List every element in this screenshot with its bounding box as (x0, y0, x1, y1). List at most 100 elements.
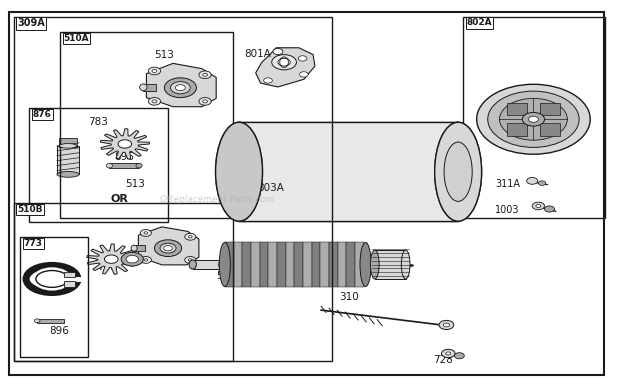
Circle shape (536, 205, 541, 208)
Text: 783: 783 (88, 117, 108, 127)
Circle shape (121, 252, 143, 266)
Bar (251, 242, 260, 286)
Polygon shape (100, 129, 149, 159)
Ellipse shape (37, 271, 68, 287)
Ellipse shape (136, 164, 142, 168)
Text: 896: 896 (114, 152, 134, 162)
Text: 896: 896 (50, 326, 69, 336)
Text: 728: 728 (433, 355, 453, 365)
Circle shape (273, 49, 283, 55)
Circle shape (126, 255, 138, 263)
Ellipse shape (106, 164, 112, 168)
Ellipse shape (216, 122, 262, 221)
Text: 773: 773 (24, 239, 43, 248)
Bar (540, 123, 560, 136)
Circle shape (477, 84, 590, 154)
Bar (37, 319, 64, 322)
Bar (286, 242, 294, 286)
Circle shape (160, 243, 176, 253)
Polygon shape (146, 63, 216, 107)
Bar (14, 16, 332, 361)
Text: 801A: 801A (244, 49, 271, 59)
Text: OR: OR (111, 194, 129, 204)
Ellipse shape (401, 250, 410, 279)
Circle shape (443, 323, 449, 327)
Bar (64, 281, 75, 286)
Bar (20, 237, 88, 357)
Ellipse shape (444, 142, 472, 201)
Circle shape (500, 98, 567, 140)
Bar (338, 242, 347, 286)
Bar (225, 242, 234, 286)
Bar (65, 276, 84, 282)
Ellipse shape (445, 144, 471, 199)
Ellipse shape (57, 172, 79, 177)
Ellipse shape (131, 245, 137, 251)
Circle shape (170, 82, 190, 94)
Bar (239, 122, 458, 221)
Circle shape (175, 85, 185, 91)
Ellipse shape (371, 250, 379, 279)
Circle shape (526, 177, 538, 184)
Circle shape (152, 100, 157, 103)
Circle shape (140, 229, 151, 236)
Circle shape (441, 349, 455, 358)
Bar (540, 103, 560, 115)
Circle shape (532, 202, 544, 210)
Text: 513: 513 (154, 51, 174, 61)
Bar (134, 245, 145, 251)
Bar (260, 242, 268, 286)
Ellipse shape (360, 242, 371, 286)
Polygon shape (255, 48, 315, 87)
Circle shape (199, 98, 211, 105)
Text: 311A: 311A (495, 179, 520, 189)
Bar (29, 108, 168, 222)
Bar (355, 242, 364, 286)
Circle shape (299, 72, 308, 77)
Bar (268, 242, 277, 286)
Circle shape (144, 232, 148, 234)
Circle shape (188, 236, 192, 238)
Polygon shape (138, 227, 199, 265)
Bar (60, 32, 233, 218)
Bar (329, 242, 338, 286)
Ellipse shape (219, 242, 231, 286)
Circle shape (544, 206, 554, 212)
Text: OReplacement Parts.com: OReplacement Parts.com (160, 195, 275, 205)
Bar (321, 242, 329, 286)
Circle shape (140, 257, 151, 264)
Circle shape (439, 321, 454, 329)
Circle shape (185, 257, 196, 264)
Bar (234, 242, 242, 286)
Text: 1003: 1003 (495, 205, 520, 215)
Bar (375, 250, 405, 279)
Bar (143, 84, 156, 91)
Bar (242, 242, 251, 286)
Polygon shape (87, 244, 136, 274)
Bar (239, 122, 458, 221)
Ellipse shape (435, 122, 482, 221)
Circle shape (185, 233, 196, 240)
Bar (294, 242, 303, 286)
Bar (277, 242, 286, 286)
Circle shape (203, 73, 208, 76)
Ellipse shape (219, 260, 226, 269)
Bar (507, 123, 527, 136)
Bar (507, 103, 527, 115)
Bar (14, 203, 233, 361)
Circle shape (278, 59, 290, 66)
Circle shape (199, 71, 211, 79)
Circle shape (148, 98, 161, 105)
Bar (463, 16, 605, 218)
Ellipse shape (435, 122, 482, 221)
Bar (303, 242, 312, 286)
Circle shape (272, 55, 296, 70)
Circle shape (538, 181, 546, 185)
Circle shape (454, 353, 464, 359)
Text: 510B: 510B (17, 205, 43, 214)
Bar (193, 260, 223, 269)
Circle shape (522, 113, 544, 126)
Circle shape (152, 69, 157, 72)
Bar (312, 242, 321, 286)
Circle shape (298, 56, 307, 61)
